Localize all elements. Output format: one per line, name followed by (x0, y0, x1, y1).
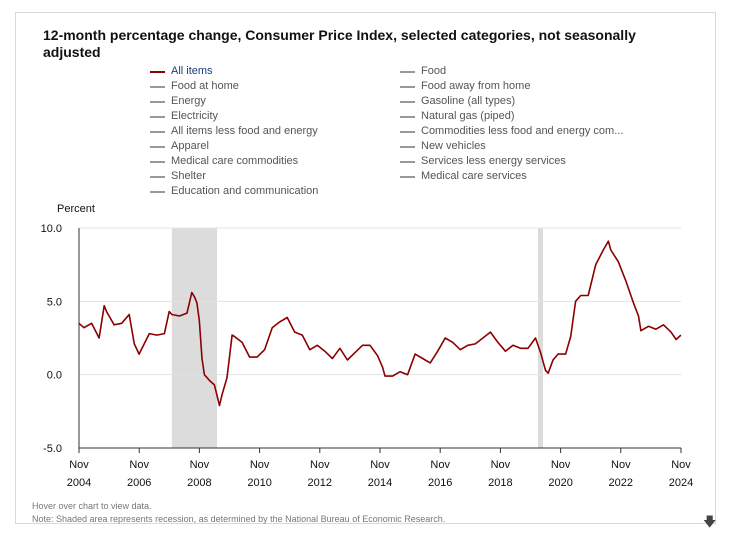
legend-swatch (150, 161, 165, 163)
legend-label: Medical care services (421, 170, 527, 182)
legend-label: Apparel (171, 140, 209, 152)
legend-swatch (400, 176, 415, 178)
x-tick-label-month: Nov (69, 459, 89, 471)
series-line-all-items (78, 240, 682, 407)
legend-swatch (150, 116, 165, 118)
legend-swatch (150, 101, 165, 103)
x-tick-label-month: Nov (129, 459, 149, 471)
x-tick-label-month: Nov (491, 459, 511, 471)
x-tick-label-month: Nov (250, 459, 270, 471)
x-tick-label-year: 2014 (368, 477, 392, 489)
x-tick-label-month: Nov (671, 459, 691, 471)
y-tick-label: -5.0 (43, 443, 62, 455)
legend-swatch (150, 86, 165, 88)
y-tick-label: 5.0 (47, 296, 62, 308)
legend-swatch (150, 191, 165, 193)
x-tick-label-month: Nov (551, 459, 571, 471)
x-tick-label-year: 2016 (428, 477, 452, 489)
x-tick-label-year: 2004 (67, 477, 91, 489)
legend-label: Services less energy services (421, 155, 566, 167)
x-tick-label-month: Nov (190, 459, 210, 471)
legend-label: Commodities less food and energy com... (421, 125, 624, 137)
legend-swatch (400, 146, 415, 148)
legend-swatch (400, 161, 415, 163)
legend-label: Shelter (171, 170, 206, 182)
y-tick-label: 10.0 (41, 223, 62, 235)
legend-label: Food away from home (421, 80, 531, 92)
legend-label: Food (421, 65, 447, 77)
legend-swatch (400, 71, 415, 73)
legend-swatch (400, 86, 415, 88)
legend-label: Gasoline (all types) (421, 95, 516, 107)
x-tick-label-year: 2022 (609, 477, 633, 489)
chart-title: 12-month percentage change, Consumer Pri… (43, 27, 636, 60)
legend-label: Food at home (171, 80, 239, 92)
chart-frame (15, 12, 716, 524)
legend-swatch (400, 131, 415, 133)
y-axis-label: Percent (57, 203, 95, 215)
x-tick-label-year: 2008 (187, 477, 211, 489)
x-tick-label-year: 2018 (488, 477, 512, 489)
legend-label: Energy (171, 95, 206, 107)
x-tick-label-year: 2012 (308, 477, 332, 489)
legend-label: Education and communication (171, 185, 319, 197)
legend-swatch (400, 101, 415, 103)
x-tick-label-month: Nov (611, 459, 631, 471)
x-tick-label-year: 2024 (669, 477, 693, 489)
x-tick-label-year: 2020 (548, 477, 572, 489)
x-tick-label-year: 2010 (247, 477, 271, 489)
legend-label: All items (171, 65, 213, 77)
y-tick-label: 0.0 (47, 370, 62, 382)
hover-hint: Hover over chart to view data. (32, 501, 152, 511)
legend-label: Electricity (171, 110, 219, 122)
legend-swatch (150, 131, 165, 133)
legend-label: Medical care commodities (171, 155, 299, 167)
x-tick-label-month: Nov (430, 459, 450, 471)
legend-swatch (150, 176, 165, 178)
x-tick-label-month: Nov (370, 459, 390, 471)
recession-note: Note: Shaded area represents recession, … (32, 514, 446, 524)
legend-swatch (150, 146, 165, 148)
arrow-down-icon[interactable]: 🡇 (703, 514, 717, 529)
legend-label: Natural gas (piped) (421, 110, 515, 122)
recession-band (171, 228, 217, 448)
legend-swatch (150, 71, 165, 73)
x-tick-label-month: Nov (310, 459, 330, 471)
legend-swatch (400, 116, 415, 118)
legend-label: New vehicles (421, 140, 486, 152)
recession-band (538, 228, 544, 448)
x-tick-label-year: 2006 (127, 477, 151, 489)
legend-label: All items less food and energy (171, 125, 318, 137)
